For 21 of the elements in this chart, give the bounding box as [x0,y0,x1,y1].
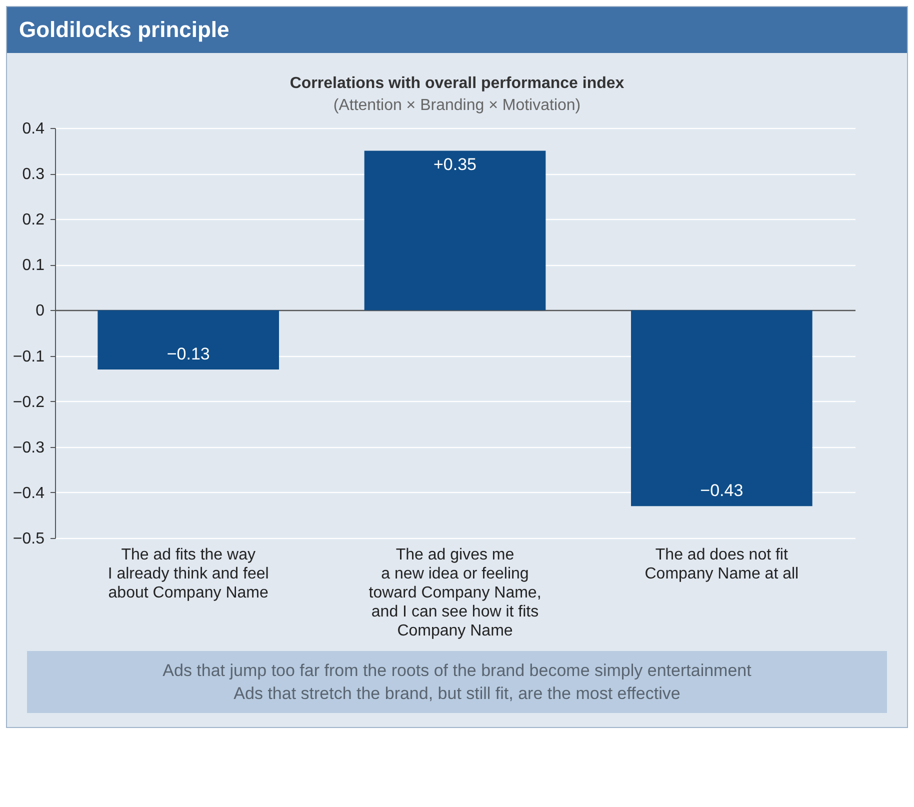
y-tick-label: −0.2 [12,394,45,411]
y-tick-label: −0.1 [12,348,45,366]
x-tick-label: The ad gives me a new idea or feeling toward Company Name, and I can see how it fits Company Name [368,546,542,640]
y-tick-label: 0.4 [22,120,45,138]
chart-subtitle: Correlations with overall performance index [288,75,626,93]
x-tick-label: The ad fits the way I already think and feel about Company Name [108,546,269,602]
data-label: −0.43 [700,481,744,500]
text: (Attention × Branding × Motivation) [332,97,582,115]
y-tick-label: 0.2 [22,212,45,229]
data-label: +0.35 [433,154,477,174]
x-tick-label: The ad does not fit Company Name at all [644,546,799,582]
y-tick-label: 0 [36,302,45,320]
y-tick-label: −0.4 [12,484,45,502]
text: Ads that jump too far from the roots of the brand become simply entertainment [162,660,752,682]
y-tick-label: 0.3 [22,166,45,184]
text: Ads that stretch the brand, but still fit, are the most effective [232,683,682,705]
y-tick-label: −0.3 [12,439,45,456]
y-tick-label: −0.5 [12,530,45,548]
chart-title: Goldilocks principle [7,7,907,53]
y-tick-label: 0.1 [22,257,45,274]
data-label: −0.13 [166,344,210,364]
